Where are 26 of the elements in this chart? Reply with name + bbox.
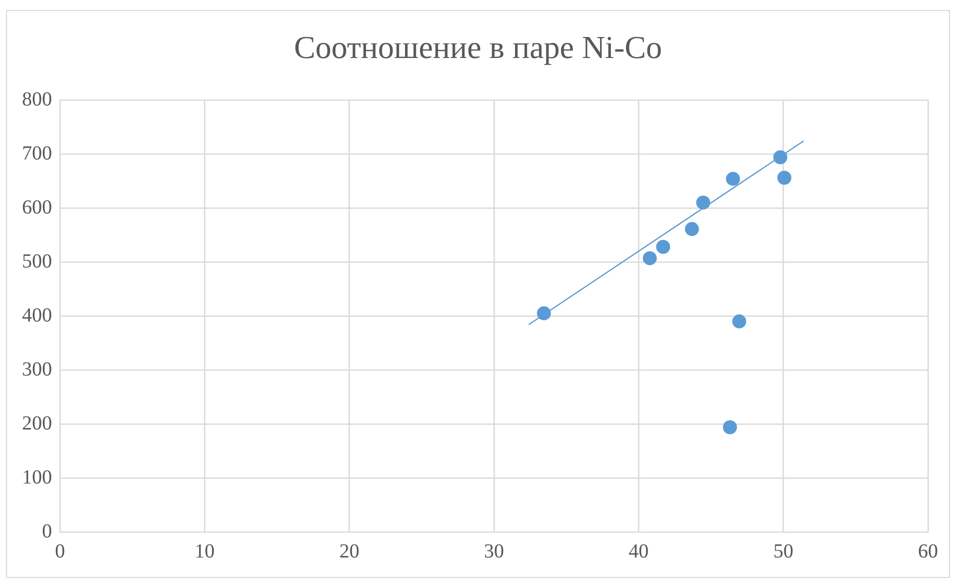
- point: [726, 172, 740, 186]
- y-tick-label: 400: [22, 304, 52, 326]
- x-tick-label: 50: [773, 540, 794, 562]
- chart-title: Соотношение в паре Ni-Co: [293, 29, 663, 66]
- y-tick-label: 100: [22, 466, 52, 488]
- y-tick-label: 700: [22, 142, 52, 164]
- point: [684, 222, 699, 236]
- y-tick-label: 800: [22, 88, 52, 110]
- point: [722, 420, 737, 434]
- point: [696, 196, 710, 210]
- y-tick-label: 200: [22, 412, 52, 434]
- y-tick-label: 0: [42, 520, 52, 542]
- point: [656, 240, 670, 254]
- x-tick-label: 30: [484, 540, 504, 562]
- x-tick-label: 40: [628, 540, 649, 562]
- x-tick-label: 60: [918, 540, 938, 562]
- y-tick-label: 500: [22, 250, 52, 272]
- point: [536, 306, 551, 320]
- point: [773, 150, 788, 164]
- point: [732, 314, 746, 328]
- x-tick-label: 10: [194, 540, 215, 562]
- point: [642, 251, 657, 266]
- x-tick-label: 20: [339, 540, 360, 562]
- y-tick-label: 300: [22, 358, 52, 380]
- point: [777, 170, 792, 185]
- y-tick-label: 600: [22, 196, 52, 218]
